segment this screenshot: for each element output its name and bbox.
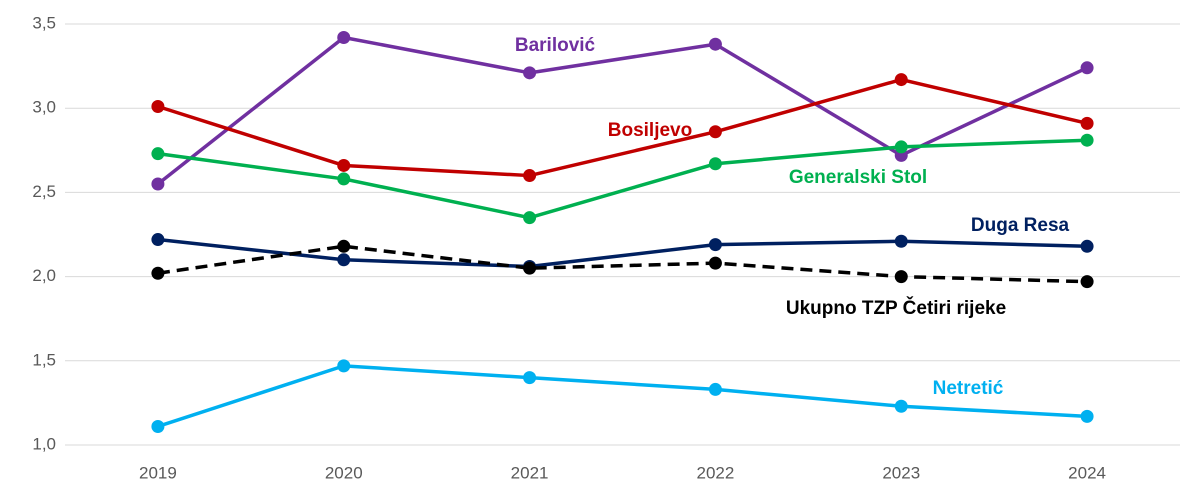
- point: [1080, 239, 1094, 253]
- point: [523, 261, 537, 275]
- point: [1080, 409, 1094, 423]
- point: [337, 158, 351, 172]
- point: [1080, 61, 1094, 75]
- point: [708, 382, 722, 396]
- series-label: Generalski Stol: [789, 167, 927, 188]
- point: [708, 37, 722, 51]
- point: [337, 253, 351, 267]
- point: [894, 399, 908, 413]
- point: [523, 211, 537, 225]
- x-tick-label: 2021: [511, 463, 549, 482]
- point: [708, 157, 722, 171]
- x-tick-label: 2022: [697, 463, 735, 482]
- point: [1080, 116, 1094, 130]
- x-tick-label: 2019: [139, 463, 177, 482]
- series-line: [157, 244, 1088, 284]
- point: [894, 73, 908, 87]
- point: [894, 270, 908, 284]
- point: [337, 239, 351, 253]
- series-line: [157, 237, 1088, 269]
- y-tick-label: 1,5: [32, 350, 56, 369]
- point: [151, 233, 165, 247]
- series-label: Ukupno TZP Četiri rijeke: [786, 297, 1006, 319]
- series-label: Netretić: [933, 378, 1004, 399]
- point: [523, 66, 537, 80]
- series-line: [157, 77, 1088, 178]
- point: [708, 125, 722, 139]
- series-line: [156, 35, 1088, 186]
- series-label: Barilović: [515, 35, 596, 56]
- y-tick-label: 1,0: [32, 434, 56, 453]
- point: [337, 30, 351, 44]
- point: [894, 234, 908, 248]
- y-tick-label: 3,0: [32, 98, 56, 117]
- x-tick-label: 2023: [882, 463, 920, 482]
- point: [523, 169, 537, 183]
- point: [1080, 275, 1094, 289]
- x-tick-label: 2024: [1068, 463, 1106, 482]
- x-tick-label: 2020: [325, 463, 363, 482]
- point: [151, 266, 165, 280]
- point: [151, 177, 165, 191]
- point: [708, 238, 722, 252]
- point: [1080, 133, 1094, 147]
- point: [708, 256, 722, 270]
- series-line: [157, 138, 1088, 220]
- point: [894, 140, 908, 154]
- y-tick-label: 3,5: [32, 13, 56, 32]
- series-line: [157, 364, 1088, 429]
- series-label: Duga Resa: [971, 215, 1070, 236]
- y-tick-label: 2,5: [32, 182, 56, 201]
- series-label: Bosiljevo: [608, 120, 692, 141]
- y-tick-label: 2,0: [32, 266, 56, 285]
- point: [151, 419, 165, 433]
- point: [337, 359, 351, 373]
- point: [523, 371, 537, 385]
- point: [151, 100, 165, 114]
- point: [151, 147, 165, 161]
- point: [337, 172, 351, 186]
